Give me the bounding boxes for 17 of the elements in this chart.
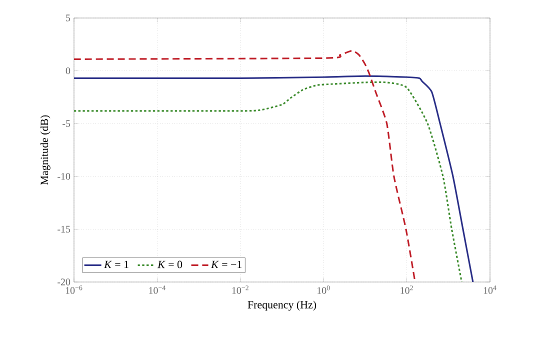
y-tick-label: 0 (66, 67, 70, 74)
x-tick-label: 10$^{4}$ (484, 286, 496, 294)
y-axis-title: Magnitude (dB) (40, 115, 50, 185)
y-tick-label: -15 (58, 226, 70, 233)
y-tick-label: -5 (62, 120, 70, 127)
y-tick-label: 5 (66, 14, 70, 22)
legend-label: K = 1 (104, 260, 128, 268)
x-tick-label: 10$^{−2}$ (232, 286, 248, 294)
x-tick-label: 10$^{2}$ (400, 286, 413, 294)
x-axis-title: Frequency (Hz) (248, 300, 316, 311)
legend-label: K = 0 (157, 260, 182, 268)
x-tick-label: 10$^{0}$ (318, 286, 330, 294)
x-tick-label: 10$^{−6}$ (66, 286, 82, 294)
y-tick-label: -10 (58, 173, 70, 180)
y-tick-label: -20 (58, 278, 70, 286)
legend-label: K = −1 (210, 260, 242, 268)
x-tick-label: 10$^{−4}$ (149, 286, 166, 294)
